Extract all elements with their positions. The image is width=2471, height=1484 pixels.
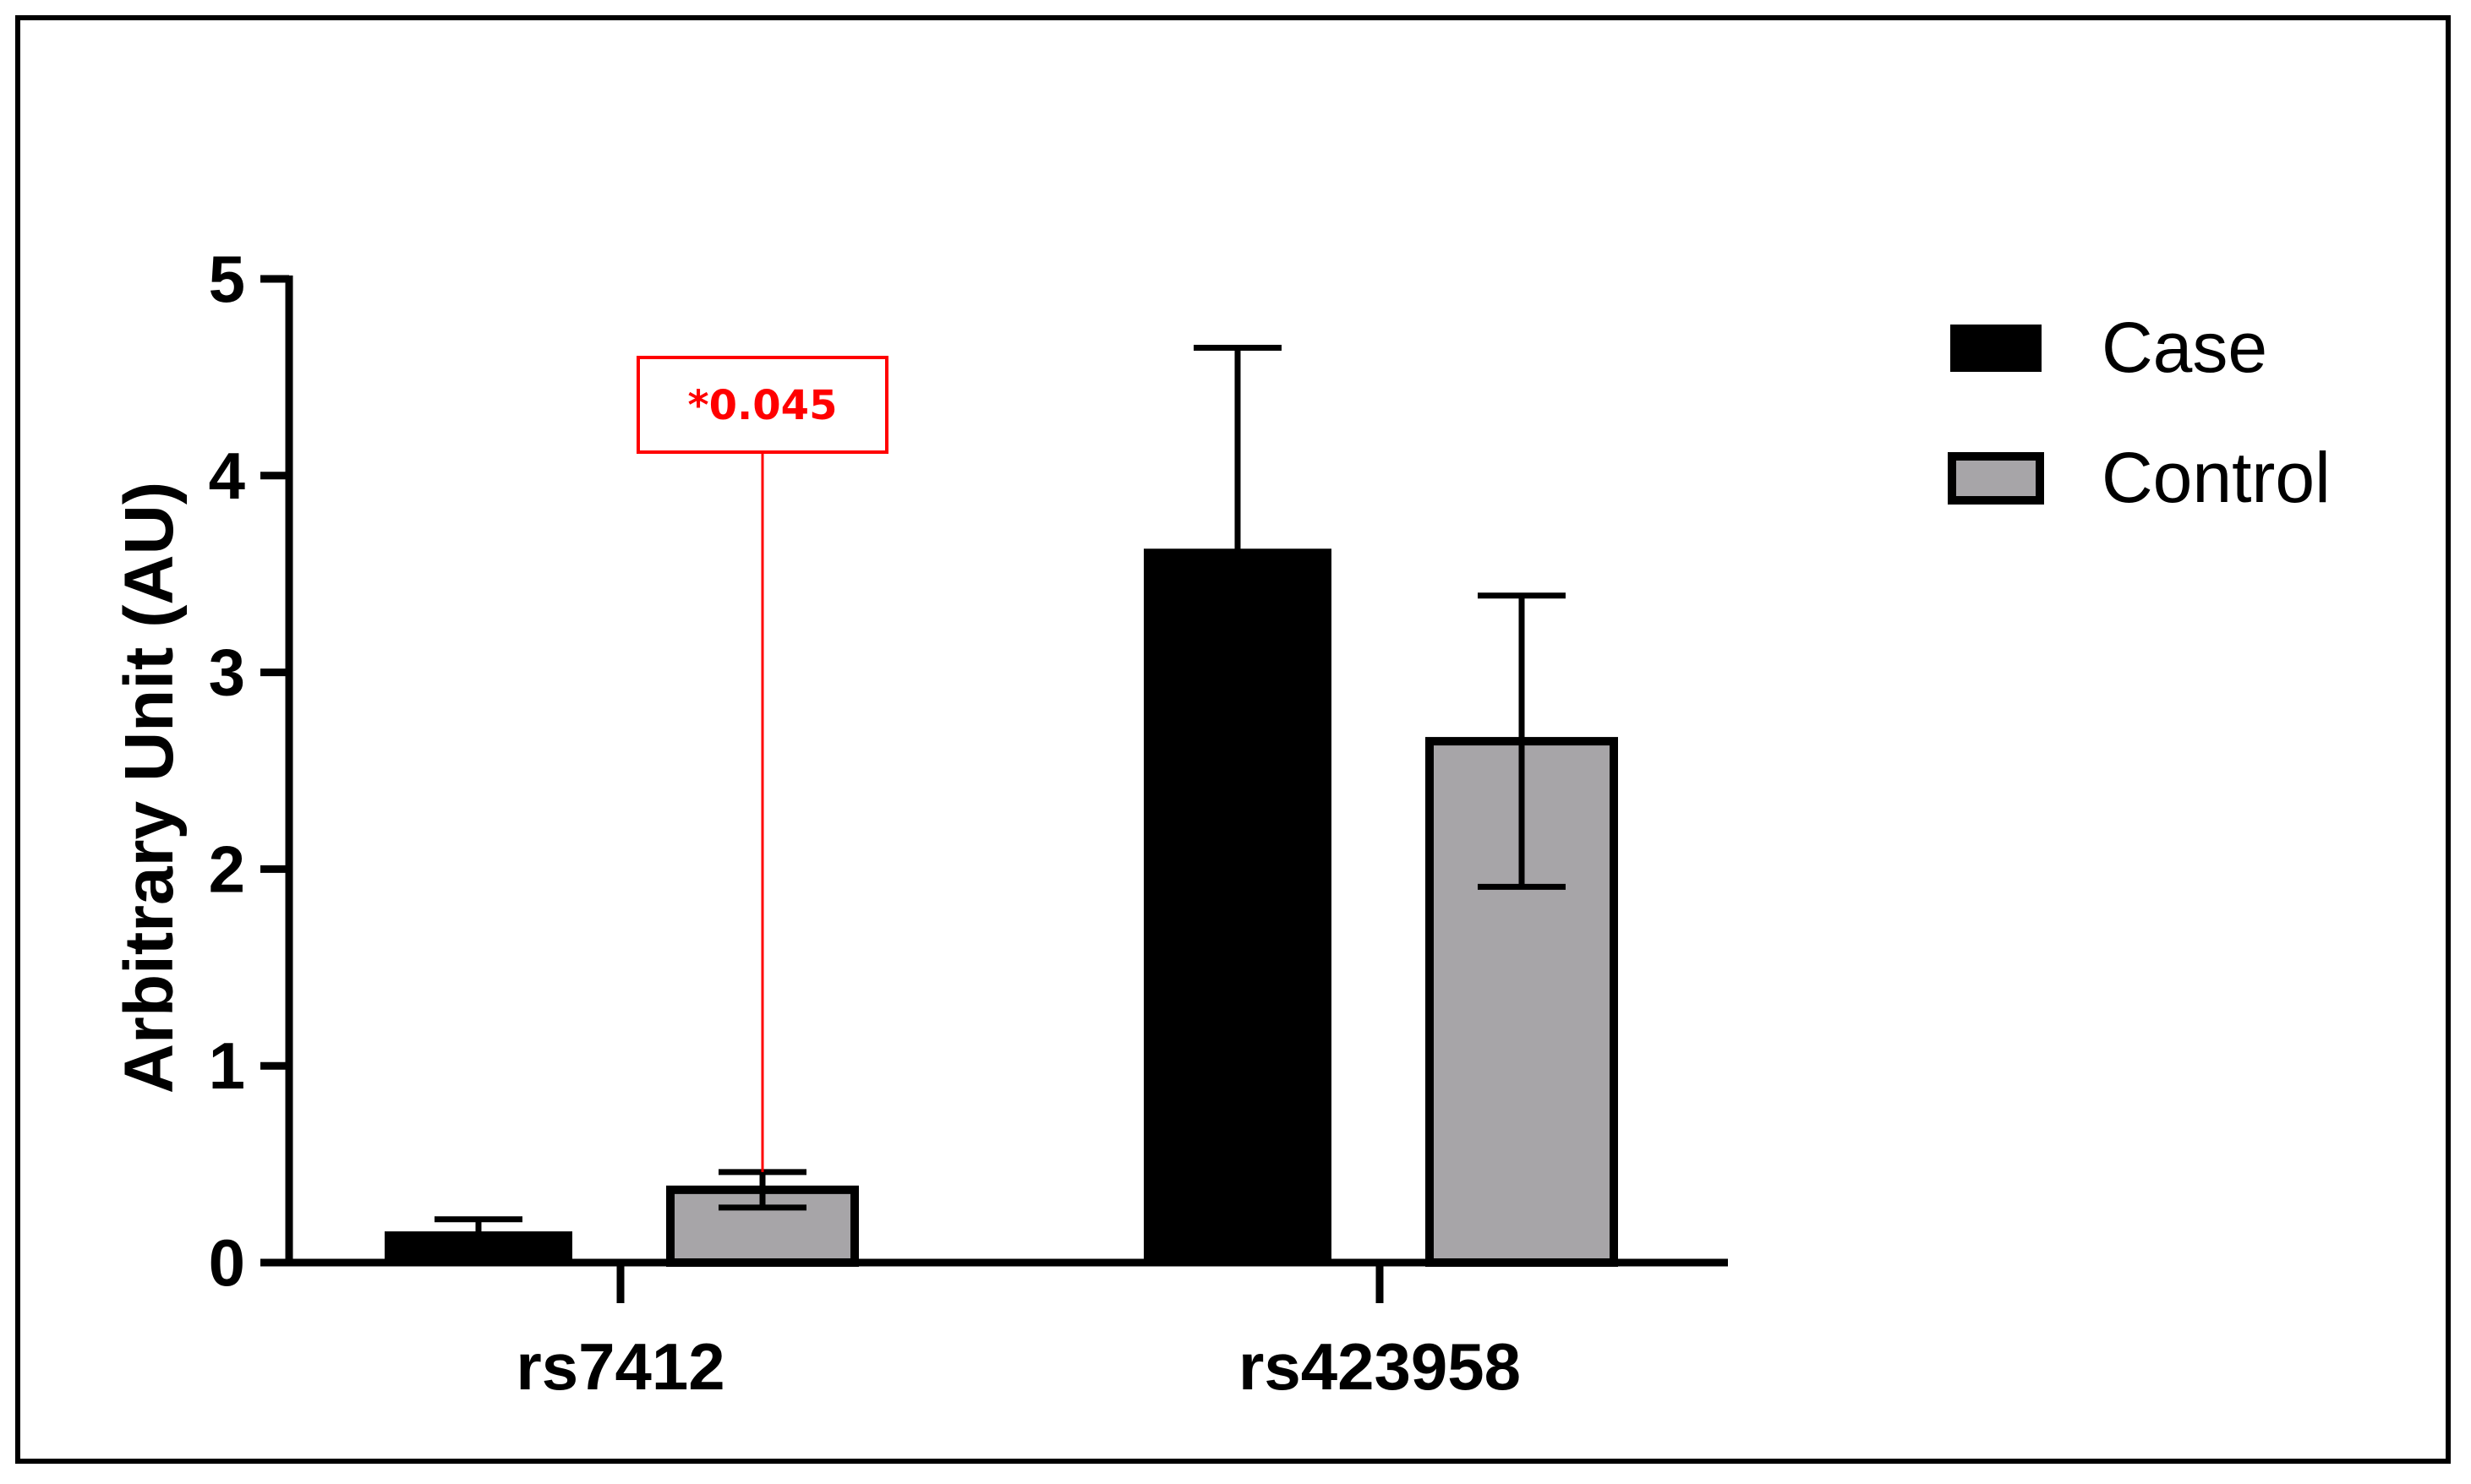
y-tick-label-4: 4 <box>209 439 245 513</box>
legend-swatch-case <box>1950 325 2042 372</box>
y-tick-label-5: 5 <box>209 242 245 316</box>
annotation-layer: *0.045 <box>637 356 888 1172</box>
bars-layer <box>385 344 1618 1268</box>
error-bar-case-rs423958 <box>1194 344 1282 551</box>
y-tick-label-3: 3 <box>209 636 245 710</box>
error-bar-case-rs7412 <box>435 1216 522 1234</box>
annotation-text: *0.045 <box>688 382 838 429</box>
y-tick-label-1: 1 <box>209 1028 245 1103</box>
bar-case-rs423958 <box>1144 548 1331 1264</box>
x-tick-label-rs423958: rs423958 <box>1238 1329 1521 1404</box>
legend-label-control: Control <box>2102 438 2331 517</box>
y-tick-label-0: 0 <box>209 1225 245 1300</box>
legend-item-case: Case <box>1950 308 2267 387</box>
chart-frame: 0 1 2 3 4 5 rs7412 rs423958 Arbitrary Unit (AU) … <box>15 15 2451 1464</box>
legend-swatch-control <box>1948 452 2044 505</box>
legend: Case Control <box>1948 308 2331 517</box>
y-tick-label-2: 2 <box>209 832 245 906</box>
bar-case-rs7412 <box>385 1231 572 1264</box>
y-axis-title: Arbitrary Unit (AU) <box>111 482 188 1094</box>
axes-layer: 0 1 2 3 4 5 rs7412 rs423958 Arbitrary Unit (AU) <box>111 242 1728 1404</box>
error-bar-control-rs423958 <box>1478 592 1566 890</box>
annotation-box <box>637 356 888 454</box>
legend-item-control: Control <box>1948 438 2331 517</box>
x-tick-label-rs7412: rs7412 <box>516 1329 724 1404</box>
legend-label-case: Case <box>2102 308 2267 387</box>
